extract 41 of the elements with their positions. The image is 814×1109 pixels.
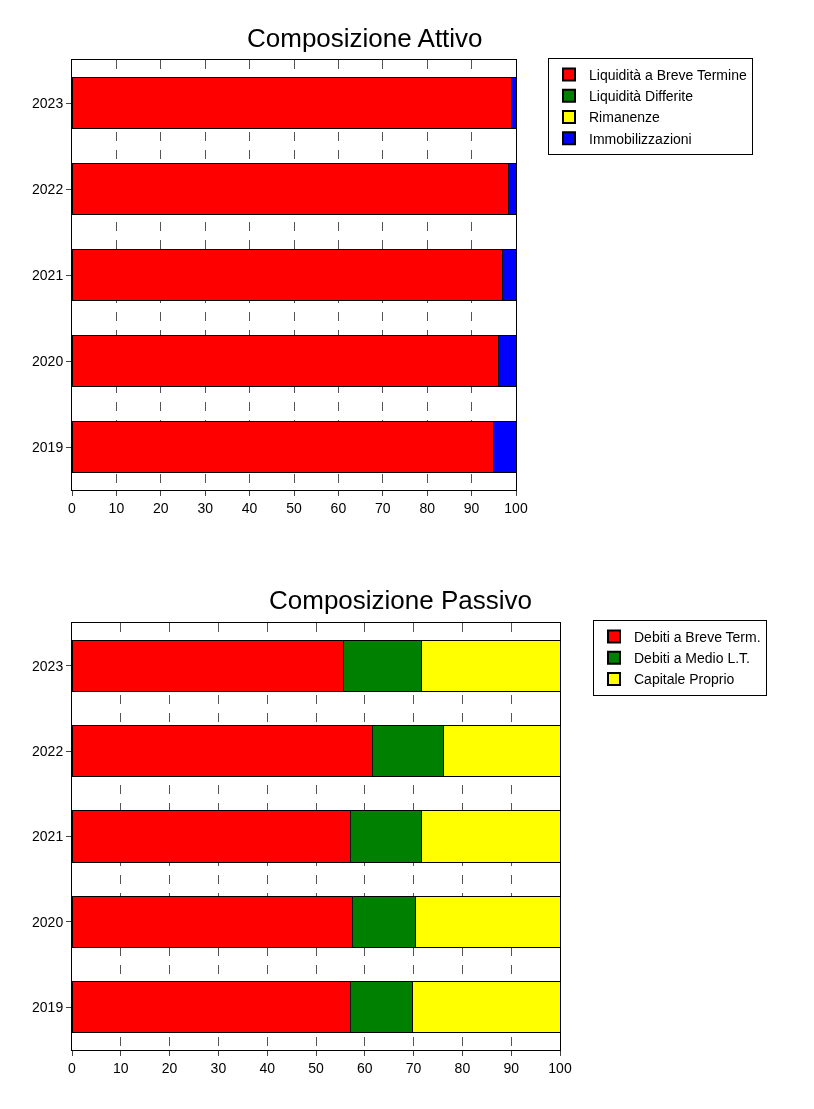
legend-label: Liquidità a Breve Termine [589, 67, 747, 84]
x-tick-label: 80 [419, 499, 436, 516]
x-tick-label: 30 [197, 499, 214, 516]
legend-label: Liquidità Differite [589, 88, 694, 105]
y-tick-label: 2020 [32, 913, 64, 930]
chart-title: Composizione Attivo [247, 23, 483, 53]
x-tick-label: 0 [68, 1059, 77, 1076]
y-tick-label: 2022 [32, 743, 64, 759]
y-tick-label: 2021 [32, 828, 64, 845]
x-tick-label: 70 [405, 1059, 422, 1076]
x-tick-label: 20 [153, 499, 169, 516]
x-tick-label: 50 [308, 1059, 324, 1076]
y-tick-label: 2019 [32, 438, 64, 455]
y-tick-label: 2021 [32, 266, 64, 283]
x-tick-label: 10 [108, 499, 125, 516]
legend-label: Capitale Proprio [634, 671, 735, 688]
x-tick-label: 90 [463, 499, 480, 516]
legend-label: Debiti a Medio L.T. [634, 650, 750, 667]
y-tick-label: 2020 [32, 352, 64, 369]
y-tick-label: 2022 [32, 180, 64, 197]
x-tick-label: 100 [504, 499, 528, 516]
legend-label: Rimanenze [589, 109, 661, 126]
x-tick-label: 60 [357, 1059, 373, 1076]
x-tick-label: 70 [375, 499, 391, 516]
x-tick-label: 0 [68, 499, 77, 516]
chart-title: Composizione Passivo [269, 585, 533, 615]
x-tick-label: 100 [548, 1059, 572, 1076]
legend-label: Debiti a Breve Term. [634, 629, 761, 646]
x-tick-label: 50 [286, 499, 302, 516]
x-tick-label: 10 [113, 1059, 129, 1076]
x-tick-label: 30 [210, 1059, 227, 1076]
x-tick-label: 40 [241, 499, 258, 516]
y-tick-label: 2023 [32, 657, 64, 674]
y-tick-label: 2023 [32, 94, 64, 111]
x-tick-label: 40 [259, 1059, 276, 1076]
x-tick-label: 60 [330, 499, 347, 516]
x-tick-label: 20 [161, 1059, 178, 1076]
legend-label: Immobilizzazioni [589, 130, 692, 147]
x-tick-label: 80 [454, 1059, 471, 1076]
x-tick-label: 90 [503, 1059, 520, 1076]
y-tick-label: 2019 [32, 999, 64, 1016]
